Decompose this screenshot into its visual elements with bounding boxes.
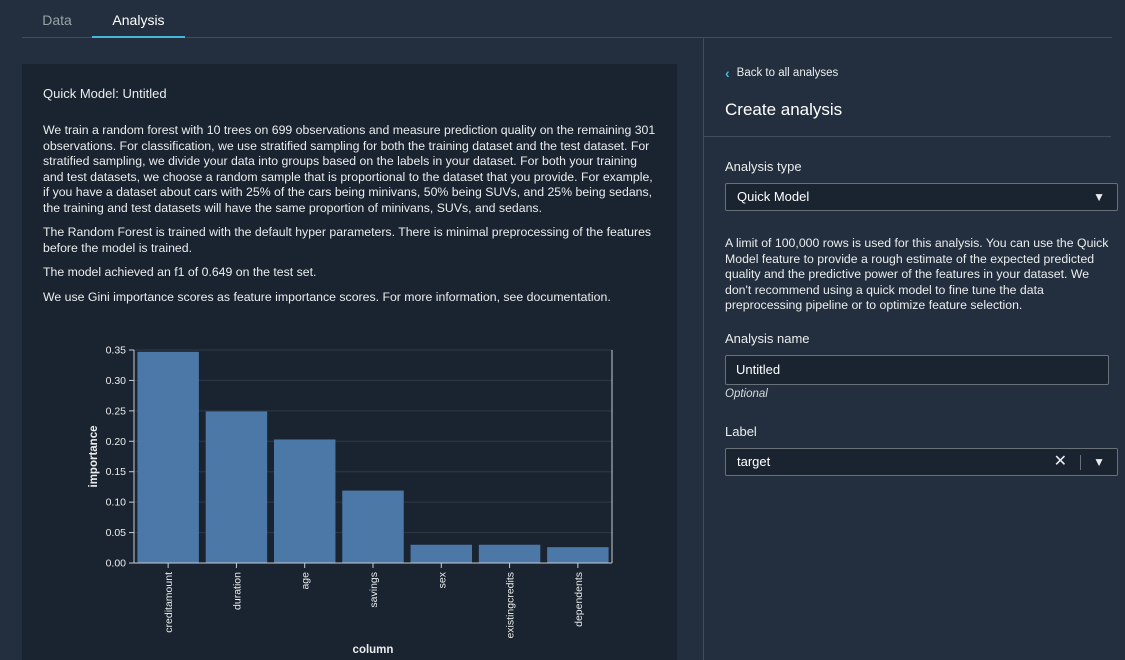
description-paragraph: The model achieved an f1 of 0.649 on the… (43, 265, 317, 279)
y-tick-label: 0.00 (106, 558, 127, 570)
analysis-name-input[interactable] (725, 355, 1109, 385)
quick-model-panel: Quick Model: Untitled We train a random … (22, 64, 677, 660)
x-tick-label: duration (231, 572, 243, 610)
description-paragraph: The Random Forest is trained with the de… (43, 225, 652, 255)
tab-bar: Data Analysis (22, 0, 1112, 38)
analysis-info-text: A limit of 100,000 rows is used for this… (725, 236, 1109, 312)
label-value: target (737, 454, 771, 469)
x-tick-label: creditamount (163, 572, 175, 633)
bar-dependents (547, 547, 609, 563)
y-tick-label: 0.10 (106, 497, 127, 509)
y-tick-label: 0.20 (106, 436, 127, 448)
tab-analysis[interactable]: Analysis (92, 0, 185, 38)
x-tick-label: savings (368, 572, 380, 608)
bar-duration (205, 411, 268, 563)
x-tick-label: age (300, 572, 312, 590)
optional-hint: Optional (725, 388, 768, 400)
y-tick-label: 0.30 (106, 375, 127, 387)
caret-down-icon[interactable]: ▼ (1093, 455, 1105, 469)
label-select[interactable]: target ✕ ▼ (725, 448, 1118, 476)
header-divider (704, 136, 1111, 137)
analysis-type-select[interactable]: Quick Model ▼ (725, 183, 1118, 211)
x-axis-title: column (353, 644, 394, 656)
y-axis-title: importance (88, 426, 100, 488)
description-paragraph: We use Gini importance scores as feature… (43, 289, 611, 304)
tab-data[interactable]: Data (42, 12, 72, 28)
description-paragraph: We train a random forest with 10 trees o… (43, 123, 656, 215)
select-separator (1080, 455, 1081, 470)
bar-age (273, 439, 336, 563)
x-tick-label: dependents (573, 572, 585, 627)
x-tick-label: existingcredits (505, 572, 517, 639)
label-field-label: Label (725, 424, 757, 439)
back-link-label: Back to all analyses (736, 67, 839, 79)
page-title: Create analysis (725, 100, 843, 119)
y-tick-label: 0.05 (106, 527, 127, 539)
analysis-type-value: Quick Model (737, 189, 810, 204)
caret-down-icon: ▼ (1093, 190, 1105, 204)
model-description: We train a random forest with 10 trees o… (43, 123, 658, 314)
model-title: Quick Model: Untitled (43, 86, 167, 101)
feature-importance-chart: 0.00 0.05 0.10 0.15 0.20 0.25 0.30 0.35 creditam… (88, 345, 613, 656)
y-tick-label: 0.35 (106, 345, 127, 357)
analysis-name-label: Analysis name (725, 331, 810, 346)
y-tick-label: 0.15 (106, 466, 127, 478)
bar-savings (342, 490, 404, 563)
bar-creditamount (137, 351, 199, 563)
chevron-left-icon: ‹ (725, 65, 730, 81)
y-tick-label: 0.25 (106, 405, 127, 417)
x-tick-label: sex (436, 571, 448, 588)
bar-sex (410, 544, 473, 563)
back-to-analyses-link[interactable]: ‹ Back to all analyses (725, 65, 838, 81)
panel-divider (703, 38, 704, 660)
analysis-type-label: Analysis type (725, 159, 802, 174)
bar-existingcredits (478, 544, 541, 563)
create-analysis-panel: ‹ Back to all analyses Create analysis A… (704, 38, 1125, 660)
close-icon[interactable]: ✕ (1053, 453, 1067, 470)
